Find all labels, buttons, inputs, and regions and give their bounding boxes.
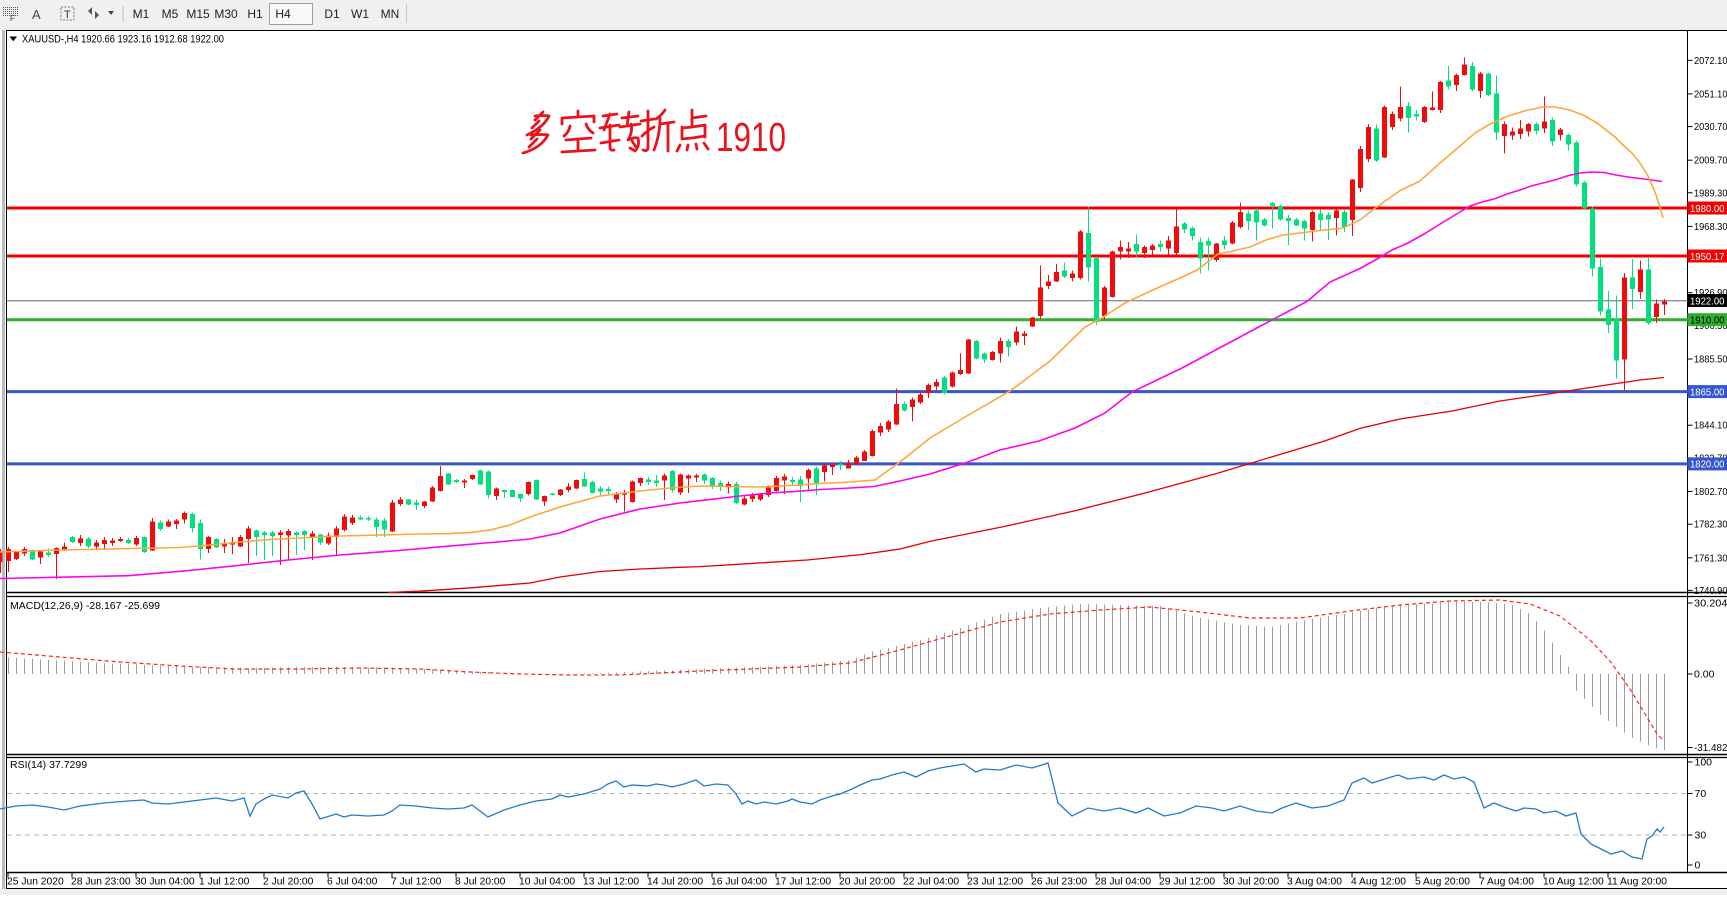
svg-text:30 Jun 04:00: 30 Jun 04:00 (135, 877, 195, 888)
svg-text:5 Aug 20:00: 5 Aug 20:00 (1415, 877, 1470, 888)
svg-text:M1: M1 (133, 7, 150, 21)
svg-text:W1: W1 (351, 7, 369, 21)
svg-text:10 Aug 12:00: 10 Aug 12:00 (1543, 877, 1604, 888)
svg-text:20 Jul 20:00: 20 Jul 20:00 (839, 877, 895, 888)
svg-text:2009.70: 2009.70 (1694, 155, 1727, 167)
svg-text:M5: M5 (162, 7, 179, 21)
svg-text:1761.30: 1761.30 (1694, 552, 1727, 564)
svg-text:A: A (32, 7, 41, 22)
svg-text:1989.30: 1989.30 (1694, 187, 1727, 199)
svg-text:26 Jul 23:00: 26 Jul 23:00 (1031, 877, 1087, 888)
svg-text:22 Jul 04:00: 22 Jul 04:00 (903, 877, 959, 888)
svg-text:2051.10: 2051.10 (1694, 88, 1727, 100)
svg-text:XAUUSD-,H4 1920.66 1923.16 19: XAUUSD-,H4 1920.66 1923.16 1912.68 1922.… (22, 34, 224, 46)
svg-text:30: 30 (1695, 830, 1707, 842)
svg-text:8 Jul 20:00: 8 Jul 20:00 (455, 877, 506, 888)
svg-text:2 Jul 20:00: 2 Jul 20:00 (263, 877, 314, 888)
svg-text:2030.70: 2030.70 (1694, 121, 1727, 133)
svg-text:1740.90: 1740.90 (1694, 585, 1727, 597)
svg-text:4 Aug 12:00: 4 Aug 12:00 (1351, 877, 1406, 888)
svg-text:1802.70: 1802.70 (1694, 486, 1727, 498)
svg-text:RSI(14) 37.7299: RSI(14) 37.7299 (10, 759, 87, 771)
svg-text:7 Jul 12:00: 7 Jul 12:00 (391, 877, 442, 888)
svg-text:1865.00: 1865.00 (1690, 387, 1725, 398)
svg-text:28 Jul 04:00: 28 Jul 04:00 (1095, 877, 1151, 888)
svg-text:M30: M30 (214, 7, 238, 21)
svg-text:1910: 1910 (716, 114, 786, 160)
svg-text:28 Jun 23:00: 28 Jun 23:00 (71, 877, 131, 888)
svg-text:1922.00: 1922.00 (1690, 296, 1725, 307)
svg-text:1844.10: 1844.10 (1694, 420, 1727, 432)
svg-text:6 Jul 04:00: 6 Jul 04:00 (327, 877, 378, 888)
svg-text:16 Jul 04:00: 16 Jul 04:00 (711, 877, 767, 888)
svg-text:T: T (64, 9, 71, 21)
svg-text:30 Jul 20:00: 30 Jul 20:00 (1223, 877, 1279, 888)
svg-text:17 Jul 12:00: 17 Jul 12:00 (775, 877, 831, 888)
svg-text:M15: M15 (186, 7, 210, 21)
svg-text:1950.17: 1950.17 (1690, 252, 1725, 263)
svg-text:23 Jul 12:00: 23 Jul 12:00 (967, 877, 1023, 888)
svg-text:2072.10: 2072.10 (1694, 55, 1727, 67)
svg-text:MN: MN (381, 7, 400, 21)
svg-text:30.204: 30.204 (1694, 598, 1727, 610)
svg-text:13 Jul 12:00: 13 Jul 12:00 (583, 877, 639, 888)
svg-text:25 Jun 2020: 25 Jun 2020 (7, 877, 64, 888)
svg-text:1782.30: 1782.30 (1694, 519, 1727, 531)
svg-text:1968.30: 1968.30 (1694, 221, 1727, 233)
svg-text:10 Jul 04:00: 10 Jul 04:00 (519, 877, 575, 888)
svg-text:100: 100 (1695, 757, 1713, 769)
svg-text:0.00: 0.00 (1694, 669, 1715, 681)
svg-text:11 Aug 20:00: 11 Aug 20:00 (1607, 877, 1667, 888)
svg-text:D1: D1 (324, 7, 340, 21)
svg-text:-31.482: -31.482 (1694, 742, 1727, 754)
svg-text:1980.00: 1980.00 (1690, 204, 1725, 215)
svg-text:1910.00: 1910.00 (1690, 316, 1725, 327)
svg-text:1820.00: 1820.00 (1690, 460, 1725, 471)
svg-text:0: 0 (1695, 860, 1701, 872)
svg-text:F: F (10, 14, 15, 23)
svg-text:H1: H1 (247, 7, 263, 21)
svg-text:H4: H4 (275, 7, 291, 21)
svg-text:14 Jul 20:00: 14 Jul 20:00 (647, 877, 703, 888)
svg-text:7 Aug 04:00: 7 Aug 04:00 (1479, 877, 1534, 888)
svg-text:MACD(12,26,9) -28.167 -25.699: MACD(12,26,9) -28.167 -25.699 (10, 600, 160, 612)
svg-text:1885.50: 1885.50 (1694, 354, 1727, 366)
svg-text:29 Jul 12:00: 29 Jul 12:00 (1159, 877, 1215, 888)
svg-text:1 Jul 12:00: 1 Jul 12:00 (199, 877, 250, 888)
svg-text:70: 70 (1695, 788, 1707, 800)
svg-text:3 Aug 04:00: 3 Aug 04:00 (1287, 877, 1342, 888)
